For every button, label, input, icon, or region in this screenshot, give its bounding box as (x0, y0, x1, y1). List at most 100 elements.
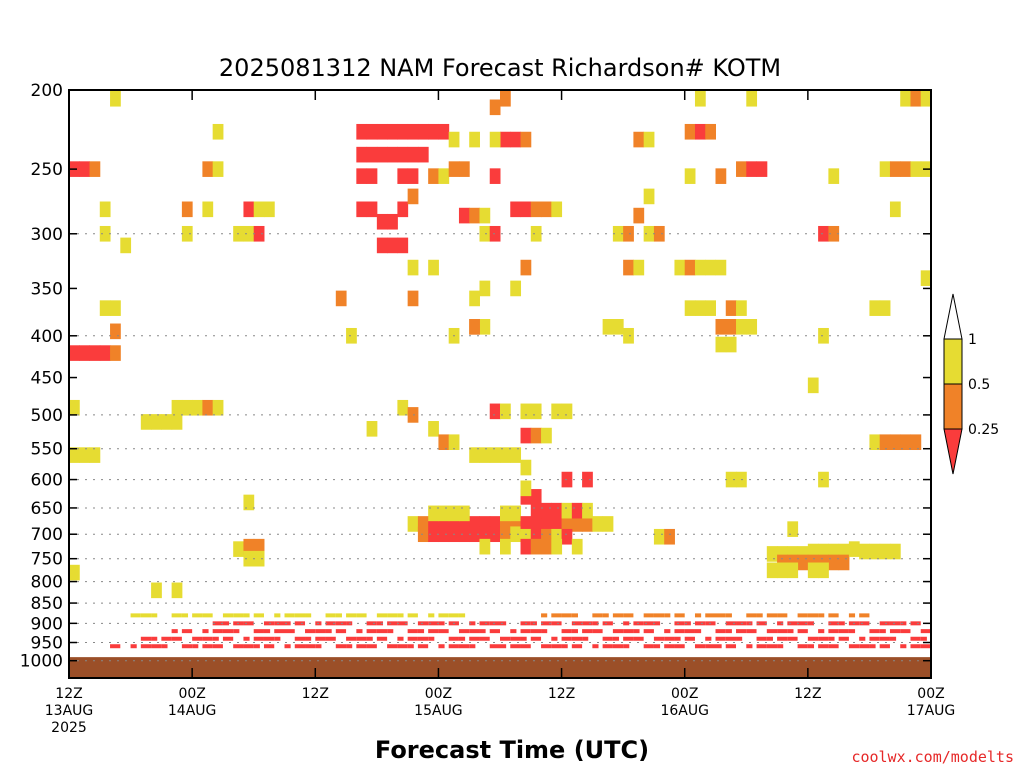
ri-cell (684, 259, 696, 276)
ri-cell (397, 399, 409, 416)
ri-cell (181, 201, 193, 218)
ri-cell (428, 516, 439, 532)
ri-cell (818, 543, 829, 560)
ri-cell (541, 201, 552, 218)
ri-streak (838, 621, 845, 626)
ri-cell (910, 434, 922, 451)
ri-cell (746, 90, 758, 107)
ri-streak (305, 613, 312, 618)
ri-streak (674, 629, 685, 634)
ri-streak (848, 629, 856, 634)
ri-streak (171, 636, 182, 641)
ri-streak (294, 613, 306, 618)
ri-streak (253, 644, 260, 649)
x-tick-label: 14AUG (168, 703, 217, 719)
x-tick-label: 00Z (917, 686, 944, 702)
ri-streak (284, 644, 291, 649)
ri-streak (705, 613, 716, 618)
ri-cell (787, 546, 799, 562)
x-tick-label: 12Z (794, 686, 821, 702)
ri-streak (489, 629, 500, 634)
ri-cell (530, 502, 542, 519)
ri-streak (920, 629, 931, 634)
ri-cell (725, 300, 737, 316)
ri-streak (889, 629, 901, 634)
ri-streak (387, 644, 398, 649)
ri-streak (787, 629, 794, 634)
ri-cell (407, 146, 419, 163)
ri-cell (253, 538, 265, 555)
ri-streak (592, 613, 603, 618)
ri-streak (674, 621, 685, 626)
y-tick-label: 1000 (20, 652, 63, 672)
ri-streak (243, 613, 250, 618)
ri-cell (387, 237, 398, 254)
ri-cell (551, 403, 563, 420)
ri-streak (335, 629, 347, 634)
ri-cell (910, 90, 922, 107)
ri-streak (284, 613, 295, 618)
ri-cell (479, 538, 491, 555)
ri-streak (879, 629, 886, 634)
ri-cell (561, 403, 573, 420)
ri-streak (725, 621, 737, 626)
ri-cell (807, 554, 819, 571)
ri-streak (315, 629, 326, 634)
ri-streak (500, 621, 507, 626)
y-tick-label: 700 (31, 525, 63, 545)
ri-streak (551, 636, 558, 641)
y-tick-label: 450 (31, 369, 63, 389)
ri-streak (233, 629, 240, 634)
ri-cell (489, 225, 501, 242)
ri-streak (151, 613, 158, 618)
x-tick-label: 16AUG (660, 703, 709, 719)
ri-streak (674, 644, 685, 649)
ri-streak (818, 613, 825, 618)
ri-cell (520, 538, 532, 555)
y-tick-label: 600 (31, 471, 63, 491)
ri-streak (140, 644, 152, 649)
ri-streak (725, 636, 737, 641)
ri-streak (828, 644, 839, 649)
ri-streak (417, 636, 429, 641)
ri-cell (807, 377, 819, 394)
ri-streak (859, 644, 870, 649)
ri-streak (458, 629, 470, 634)
ri-cell (684, 123, 696, 140)
ri-cell (110, 300, 121, 316)
ri-streak (233, 613, 244, 618)
legend: 1 0.5 0.25 (943, 293, 999, 475)
ri-cell (428, 259, 439, 276)
ri-streak (766, 613, 778, 618)
ri-cell (500, 403, 511, 420)
ri-streak (284, 621, 291, 626)
ri-streak (694, 644, 706, 649)
ri-cell (376, 146, 388, 163)
ri-cell (417, 516, 429, 532)
ri-cell (253, 225, 265, 242)
ri-cell (551, 516, 563, 532)
ri-streak (417, 644, 429, 649)
ri-streak (807, 636, 819, 641)
ri-cell (889, 543, 901, 560)
ri-cell (171, 399, 183, 416)
ri-cell (79, 447, 91, 463)
credit-text[interactable]: coolwx.com/modelts (851, 748, 1014, 766)
ri-cell (787, 554, 799, 571)
ri-streak (407, 644, 414, 649)
ri-cell (366, 168, 378, 184)
ri-cell (397, 123, 409, 140)
ri-streak (356, 613, 367, 618)
ri-streak (756, 621, 767, 626)
ri-cell (869, 434, 881, 451)
ri-streak (171, 629, 178, 634)
ri-cell (407, 259, 419, 276)
ri-cell (623, 225, 634, 242)
ri-cell (551, 528, 563, 545)
ri-cell (428, 168, 439, 184)
ri-cell (530, 427, 542, 444)
ri-cell (469, 516, 480, 532)
ri-streak (859, 636, 866, 641)
ri-cell (500, 526, 511, 543)
ri-streak (130, 644, 137, 649)
